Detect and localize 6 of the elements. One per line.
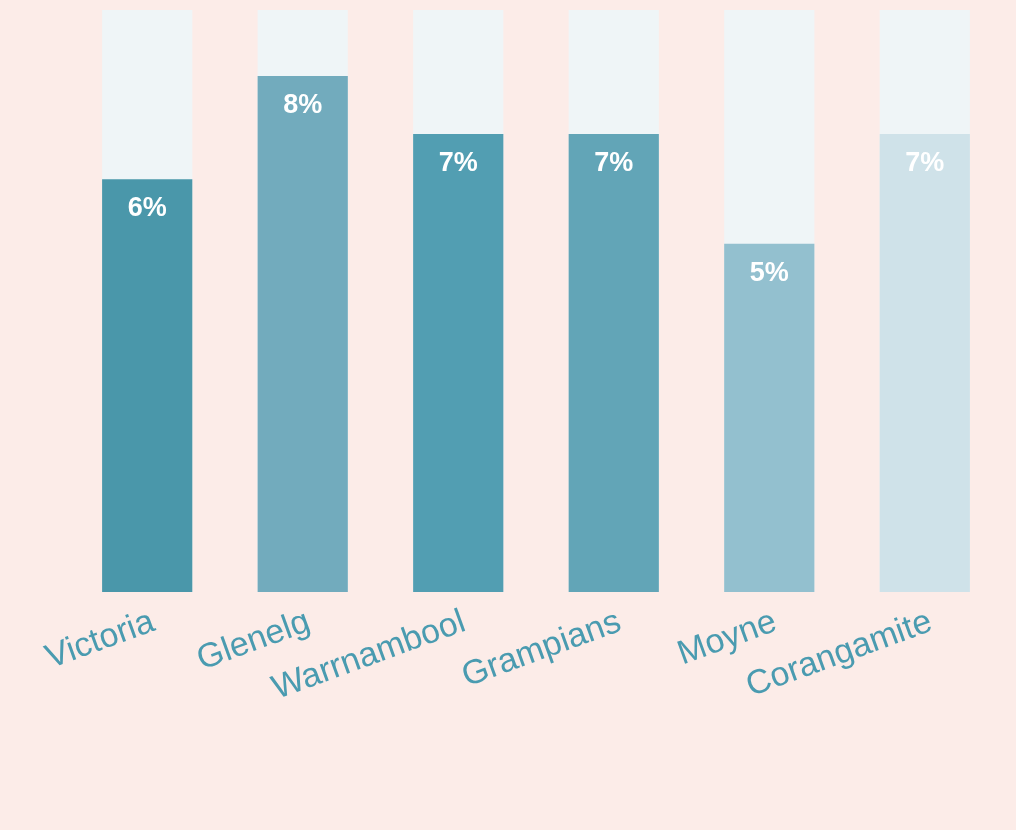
data-label: 5% [749, 256, 789, 287]
data-label: 7% [594, 147, 634, 178]
data-label: 6% [127, 192, 167, 223]
data-label: 7% [438, 147, 478, 178]
x-tick-label: Victoria [39, 600, 159, 676]
data-label: 8% [283, 89, 323, 119]
